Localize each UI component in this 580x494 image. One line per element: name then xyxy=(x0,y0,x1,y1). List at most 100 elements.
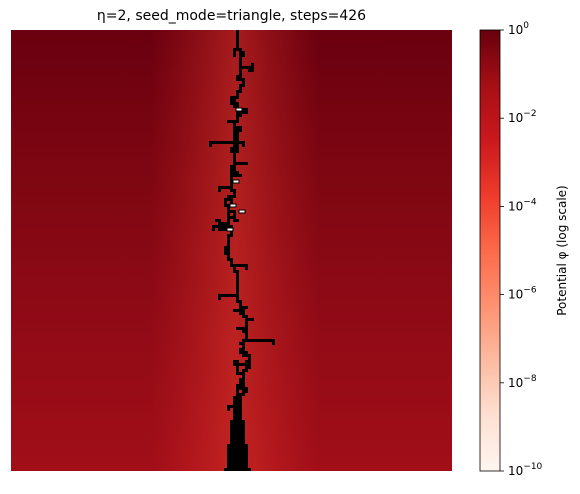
cluster-cell xyxy=(230,435,233,438)
cluster-cell xyxy=(245,459,248,462)
cluster-cell xyxy=(233,420,236,423)
cluster-cell xyxy=(239,51,242,54)
cluster-cell xyxy=(236,138,239,141)
cluster-cell xyxy=(233,96,236,99)
cluster-cell xyxy=(236,363,239,366)
cluster-cell xyxy=(239,90,242,93)
cluster-cell xyxy=(233,396,236,399)
cluster-cell xyxy=(239,408,242,411)
cluster-cell xyxy=(233,144,236,147)
cluster-cell xyxy=(230,180,233,183)
cluster-cell xyxy=(248,354,251,357)
cluster-cell xyxy=(251,339,254,342)
cluster-cell xyxy=(236,111,239,114)
cluster-cell xyxy=(236,147,239,150)
cluster-cell xyxy=(236,432,239,435)
cluster-cell xyxy=(242,330,245,333)
cluster-cell xyxy=(227,252,230,255)
cluster-cell xyxy=(227,195,230,198)
cluster-void xyxy=(235,107,243,112)
cluster-cell xyxy=(242,468,245,471)
cluster-cell xyxy=(230,420,233,423)
cluster-cell xyxy=(230,264,233,267)
cluster-cell xyxy=(236,414,239,417)
cluster-cell xyxy=(245,390,248,393)
cluster-cell xyxy=(242,348,245,351)
cluster-cell xyxy=(233,363,236,366)
cluster-cell xyxy=(230,216,233,219)
cluster-cell xyxy=(236,120,239,123)
cluster-cell xyxy=(236,384,239,387)
cluster-cell xyxy=(233,408,236,411)
cluster-cell xyxy=(233,465,236,468)
cluster-cell xyxy=(233,447,236,450)
cluster-cell xyxy=(248,339,251,342)
cluster-cell xyxy=(239,423,242,426)
cluster-cell xyxy=(224,468,227,471)
cluster-cell xyxy=(236,48,239,51)
cluster-cell xyxy=(233,159,236,162)
cluster-cell xyxy=(245,354,248,357)
cluster-cell xyxy=(236,423,239,426)
cluster-cell xyxy=(215,141,218,144)
cluster-cell xyxy=(236,426,239,429)
cluster-cell xyxy=(233,123,236,126)
cluster-cell xyxy=(224,252,227,255)
cluster-cell xyxy=(236,42,239,45)
cluster-cell xyxy=(233,162,236,165)
cluster-cell xyxy=(215,225,218,228)
cluster-cell xyxy=(236,468,239,471)
cluster-cell xyxy=(245,366,248,369)
cluster-cell xyxy=(230,432,233,435)
cluster-cell xyxy=(236,171,239,174)
cluster-cell xyxy=(233,294,236,297)
cluster-cell xyxy=(239,312,242,315)
cluster-cell xyxy=(233,411,236,414)
cluster-cell xyxy=(239,78,242,81)
cluster-cell xyxy=(224,198,227,201)
cluster-cell xyxy=(239,432,242,435)
cluster-cell xyxy=(236,450,239,453)
cluster-cell xyxy=(236,264,239,267)
cluster-cell xyxy=(218,294,221,297)
cluster-cell xyxy=(230,171,233,174)
cluster-cell xyxy=(236,162,239,165)
cluster-cell xyxy=(242,438,245,441)
cluster-cell xyxy=(227,456,230,459)
cluster-cell xyxy=(248,360,251,363)
cluster-cell xyxy=(239,420,242,423)
cluster-cell xyxy=(221,225,224,228)
cluster-cell xyxy=(245,456,248,459)
cluster-cell xyxy=(236,369,239,372)
cluster-cell xyxy=(233,399,236,402)
cluster-cell xyxy=(242,465,245,468)
cluster-cell xyxy=(230,438,233,441)
cluster-cell xyxy=(236,459,239,462)
cluster-cell xyxy=(236,45,239,48)
cluster-cell xyxy=(236,372,239,375)
cluster-cell xyxy=(236,78,239,81)
cluster-cell xyxy=(239,450,242,453)
cluster-cell xyxy=(239,453,242,456)
colorbar-ticks: 100 10−2 10−4 10−6 10−8 10−10 xyxy=(500,21,543,478)
cluster-cell xyxy=(239,384,242,387)
cluster-cell xyxy=(227,465,230,468)
cluster-cell xyxy=(233,141,236,144)
cluster-cell xyxy=(218,219,221,222)
cluster-cell xyxy=(236,429,239,432)
cluster-cell xyxy=(242,420,245,423)
cluster-cell xyxy=(245,450,248,453)
cluster-cell xyxy=(236,135,239,138)
cluster-cell xyxy=(239,393,242,396)
cluster-cell xyxy=(233,441,236,444)
cluster-cell xyxy=(212,141,215,144)
cluster-cell xyxy=(239,342,242,345)
cluster-cell xyxy=(233,417,236,420)
cluster-void xyxy=(232,179,240,184)
cluster-cell xyxy=(227,255,230,258)
cluster-cell xyxy=(236,36,239,39)
cluster-cell xyxy=(227,240,230,243)
cluster-cell xyxy=(236,117,239,120)
cluster-cell xyxy=(209,144,212,147)
cluster-cell xyxy=(230,429,233,432)
